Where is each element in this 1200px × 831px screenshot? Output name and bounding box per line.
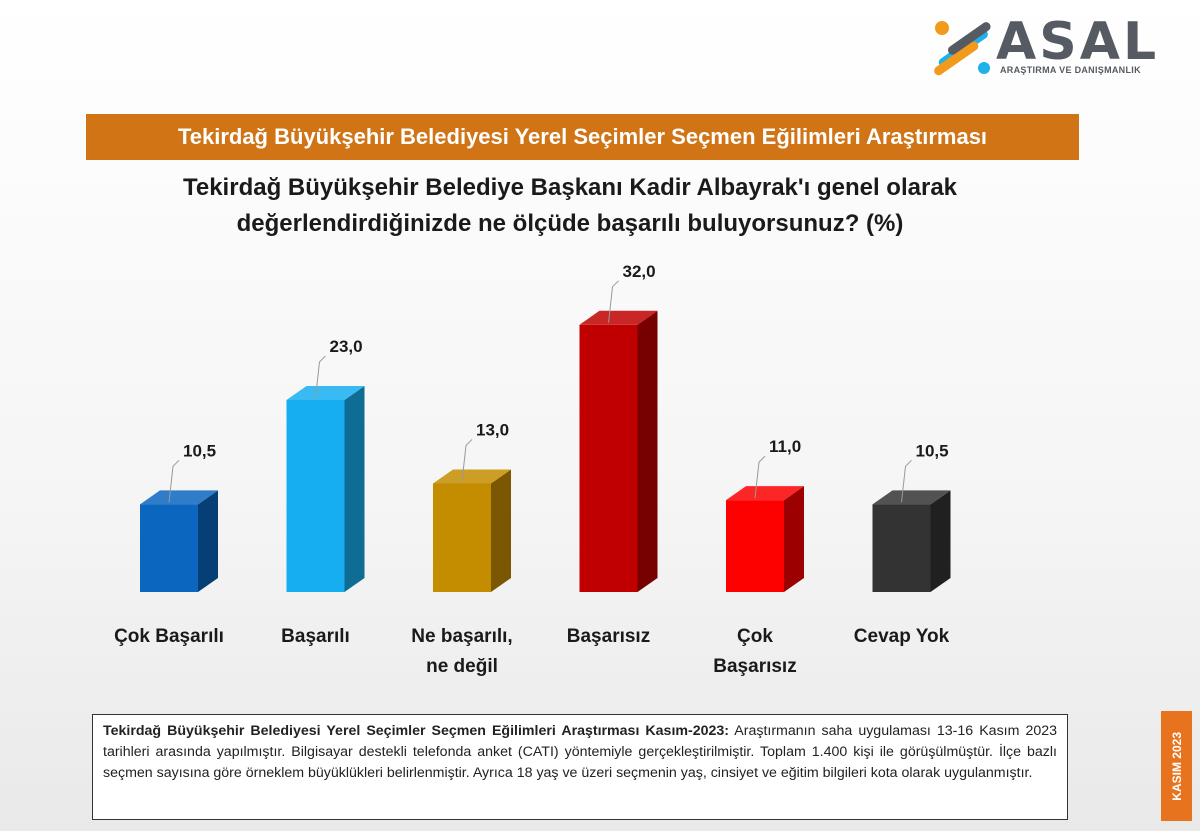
bar-top — [726, 486, 804, 501]
category-label: ne değil — [426, 656, 498, 677]
bar-top — [872, 490, 951, 505]
bar-side — [198, 490, 218, 592]
survey-question: Tekirdağ Büyükşehir Belediye Başkanı Kad… — [80, 170, 1060, 242]
date-side-tag-text: KASIM 2023 — [1169, 731, 1184, 801]
data-label: 10,5 — [916, 441, 949, 460]
data-label: 13,0 — [476, 420, 509, 439]
category-label: Başarılı — [281, 626, 350, 647]
bar-side — [930, 490, 951, 592]
category-label: Çok Başarılı — [114, 626, 224, 647]
bar-top — [140, 490, 218, 505]
data-label: 11,0 — [769, 437, 801, 456]
category-label: Cevap Yok — [854, 626, 950, 647]
category-label: Başarısız — [567, 626, 650, 647]
bar — [579, 324, 638, 592]
category-label: Ne başarılı, — [411, 626, 512, 647]
bar-chart: 10,5 Çok Başarılı 23,0 Başarılı 13,0 Ne başar… — [114, 262, 951, 677]
bar-top — [286, 385, 365, 400]
data-label: 32,0 — [623, 262, 656, 281]
leader-line — [168, 459, 180, 503]
methodology-body: Araştırmanın saha uygulaması 13-16 Kasım… — [103, 723, 1058, 781]
survey-title-banner: Tekirdağ Büyükşehir Belediyesi Yerel Seç… — [86, 114, 1079, 160]
bar — [286, 399, 345, 592]
bar-side — [784, 486, 804, 592]
date-side-tag: KASIM 2023 — [1161, 711, 1192, 821]
methodology-heading: Tekirdağ Büyükşehir Belediyesi Yerel Seç… — [103, 723, 730, 739]
bar — [726, 500, 784, 592]
bar — [140, 504, 198, 592]
logo-mark-icon — [934, 21, 991, 76]
brand-logo: ASAL ARAŞTIRMA VE DANIŞMANLIK — [930, 12, 1156, 80]
bar-top — [579, 310, 658, 325]
leader-line — [754, 455, 766, 499]
question-line-1: Tekirdağ Büyükşehir Belediye Başkanı Kad… — [182, 174, 958, 201]
category-label: Çok — [737, 626, 773, 647]
bar — [433, 483, 491, 592]
leader-line — [461, 439, 473, 482]
bar — [872, 504, 931, 592]
bar-top — [433, 469, 511, 484]
brand-name: ASAL — [996, 12, 1160, 72]
question-line-2: değerlendirdiğinizde ne ölçüde başarılı … — [236, 210, 904, 237]
brand-tagline: ARAŞTIRMA VE DANIŞMANLIK — [1000, 65, 1141, 75]
bar-side — [344, 385, 365, 592]
leader-line — [315, 355, 326, 399]
data-label: 10,5 — [183, 441, 216, 460]
bar-side — [637, 310, 658, 592]
bar-side — [491, 469, 511, 592]
category-label: Başarısız — [713, 656, 796, 677]
leader-line — [901, 459, 912, 503]
methodology-note: Tekirdağ Büyükşehir Belediyesi Yerel Seç… — [92, 714, 1068, 820]
leader-line — [608, 280, 619, 323]
data-label: 23,0 — [330, 337, 363, 356]
